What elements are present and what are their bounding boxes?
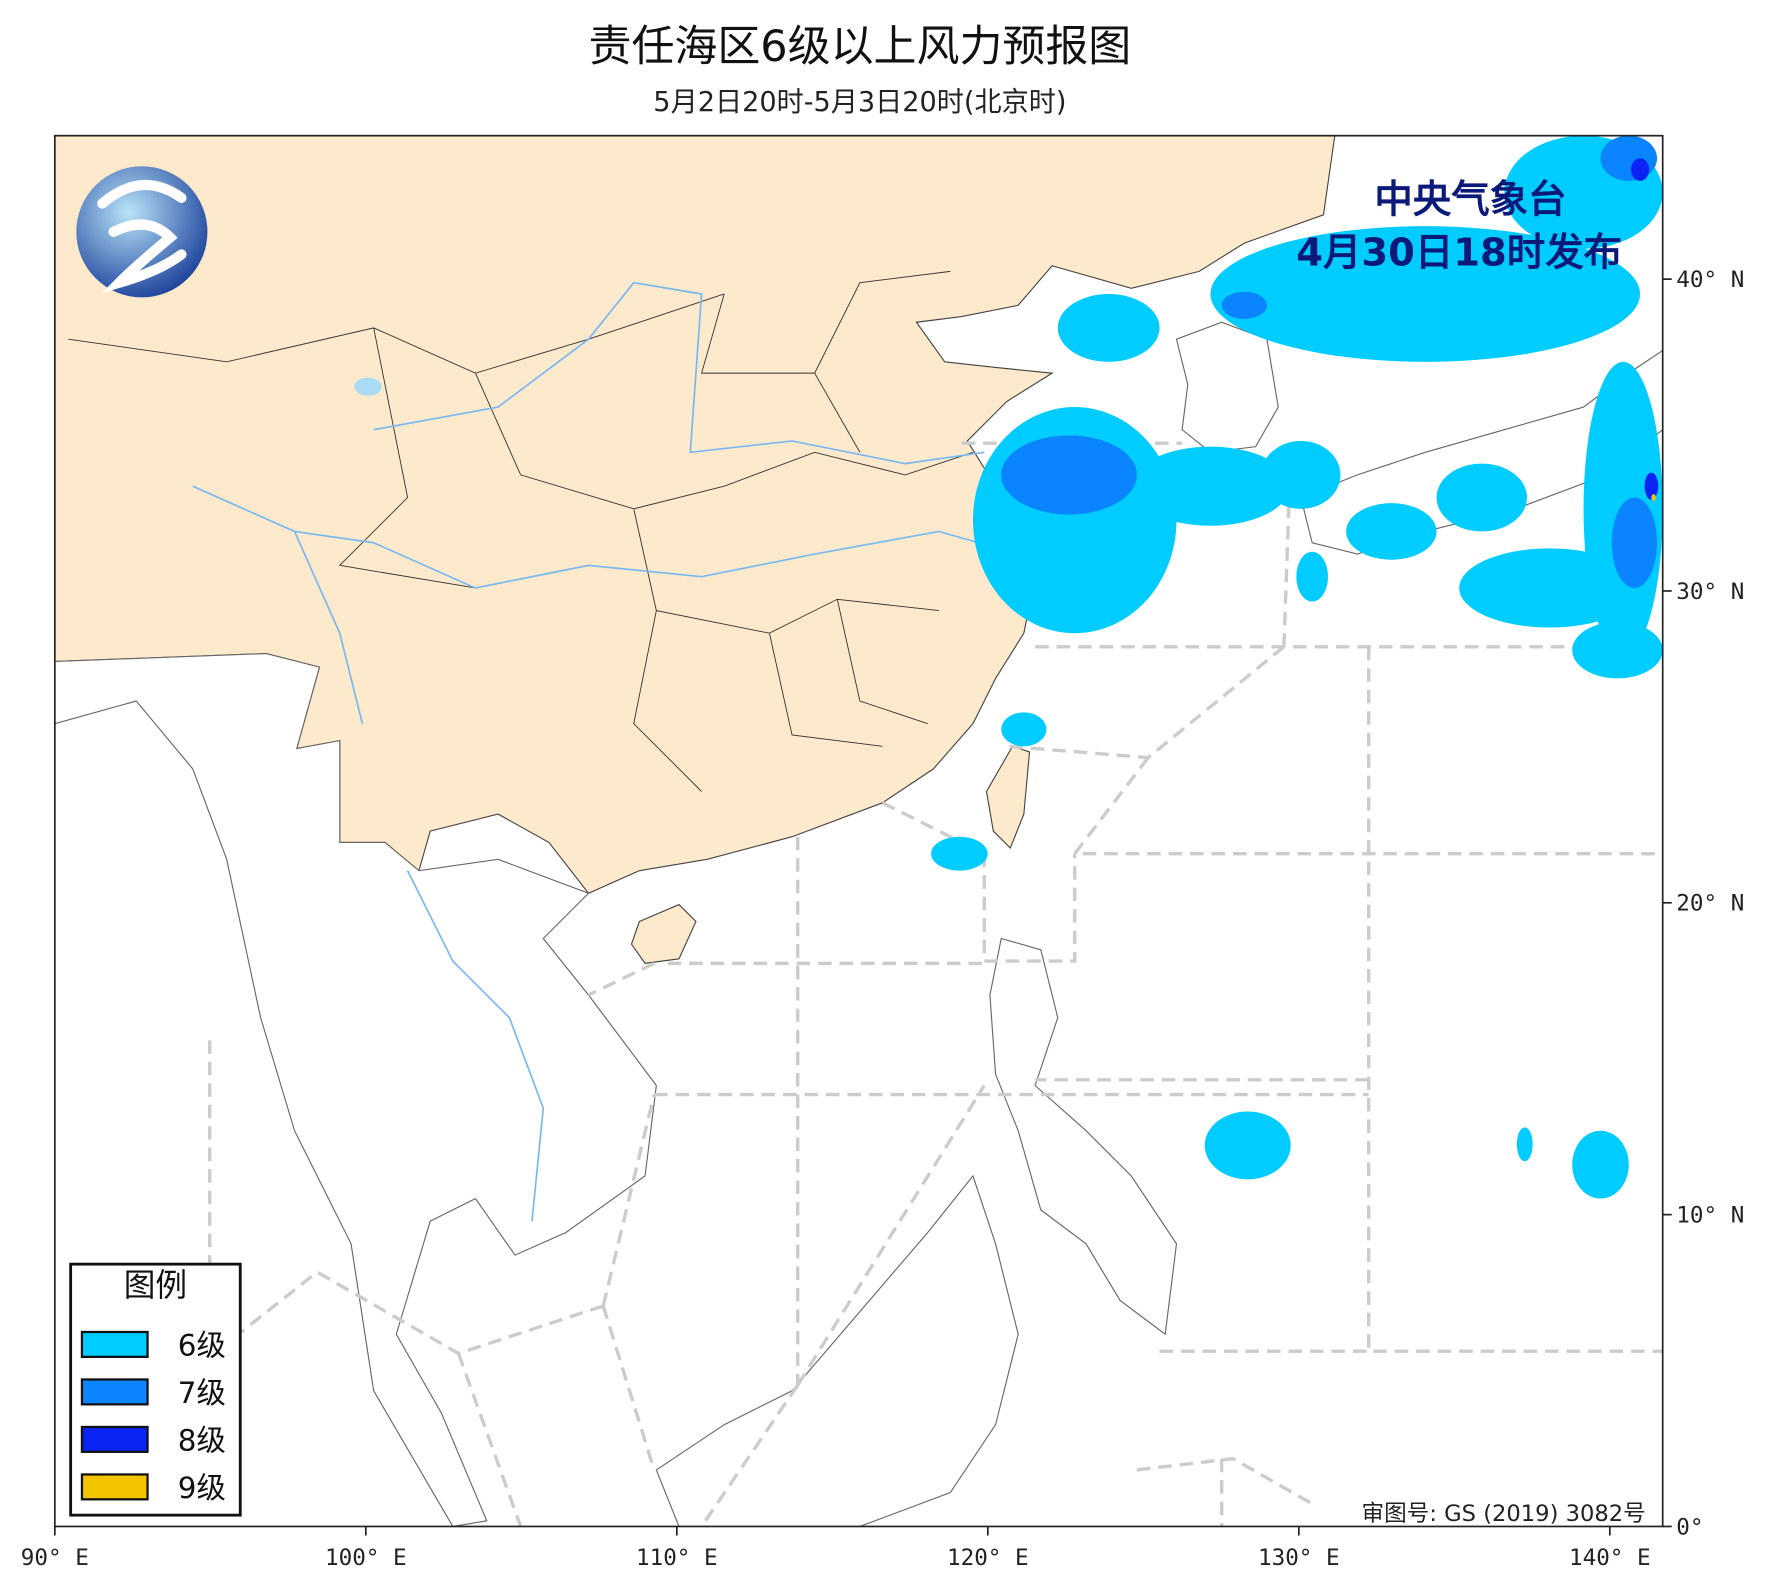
wind-areas (931, 135, 1663, 1199)
qinghai-lake (354, 377, 382, 396)
korea (1175, 321, 1279, 453)
legend-swatch (80, 1473, 149, 1501)
title: 责任海区6级以上风力预报图 (589, 22, 1132, 72)
x-tick-label: 120° E (947, 1545, 1029, 1571)
wind-area (1611, 497, 1658, 588)
wind-area (1001, 435, 1137, 515)
wind-area (1651, 494, 1656, 501)
rivers (192, 281, 1019, 1222)
map-frame (53, 134, 1664, 1528)
legend-label: 9级 (178, 1471, 226, 1505)
wind-area (1572, 621, 1663, 679)
map-area (54, 135, 1663, 1527)
x-tick-label: 130° E (1258, 1545, 1340, 1571)
wind-area (1210, 226, 1641, 362)
wind-area (1516, 1127, 1533, 1162)
axis-ticks: 90° E 100° E 110° E 120° E 130° E 140° E 0° 10°… (21, 267, 1745, 1571)
issue-time: 4月30日18时发布 (1296, 231, 1622, 276)
y-tick-label: 0° (1676, 1514, 1703, 1540)
wind-area (1600, 135, 1658, 181)
indochina (54, 652, 657, 1527)
legend-swatch (80, 1330, 149, 1358)
wind-area (1436, 463, 1528, 532)
x-tick-label: 140° E (1569, 1545, 1651, 1571)
x-tick-label: 110° E (636, 1545, 718, 1571)
y-tick-label: 40° N (1676, 267, 1744, 293)
wind-area (1261, 440, 1341, 509)
logo (76, 166, 208, 298)
taiwan (985, 745, 1031, 850)
wind-area (1001, 712, 1047, 747)
wind-area (1346, 503, 1437, 560)
subtitle: 5月2日20时-5月3日20时(北京时) (653, 87, 1066, 118)
wind-area (931, 836, 988, 871)
legend-label: 7级 (178, 1376, 226, 1410)
y-tick-label: 10° N (1676, 1203, 1744, 1229)
legend: 图例 6级 7级 8级 9级 (69, 1262, 242, 1517)
x-tick-label: 90° E (21, 1545, 89, 1571)
approval-number: 审图号: GS (2019) 3082号 (1362, 1501, 1646, 1527)
hainan (630, 903, 697, 964)
legend-swatch (80, 1425, 149, 1453)
legend-items: 6级 7级 8级 9级 (80, 1329, 226, 1505)
legend-label: 6级 (178, 1329, 226, 1363)
legend-swatch (80, 1378, 149, 1406)
wind-area (1296, 551, 1329, 602)
wind-area (1131, 446, 1290, 526)
wind-area (1204, 1111, 1291, 1180)
wind-area (1631, 158, 1650, 181)
y-tick-label: 20° N (1676, 891, 1744, 917)
legend-label: 8级 (178, 1424, 226, 1458)
wind-area (1221, 291, 1267, 319)
wind-area (1057, 293, 1160, 362)
wind-area (1572, 1130, 1629, 1199)
y-tick-label: 30° N (1676, 579, 1744, 605)
wind-area (1644, 472, 1659, 500)
legend-title: 图例 (124, 1268, 187, 1304)
x-tick-label: 100° E (325, 1545, 407, 1571)
issuer: 中央气象台 (1374, 178, 1566, 223)
province-borders (68, 270, 974, 792)
